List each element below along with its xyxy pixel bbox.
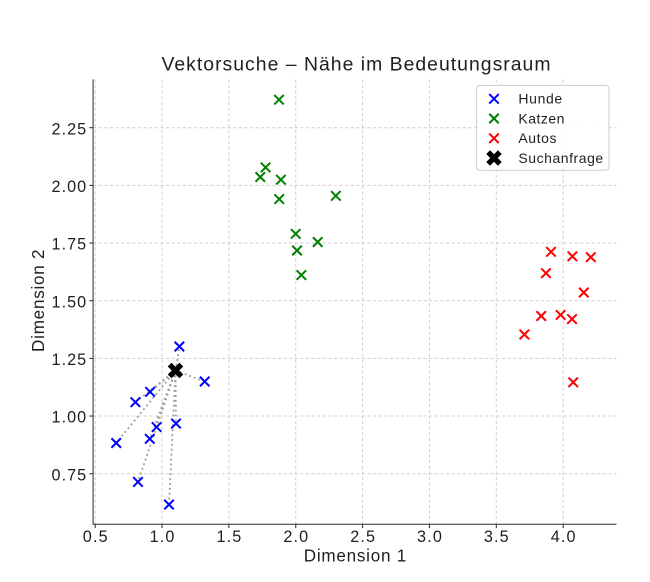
svg-text:4.0: 4.0: [551, 528, 576, 546]
svg-text:0.75: 0.75: [52, 466, 87, 484]
svg-text:3.5: 3.5: [484, 528, 509, 546]
svg-text:Vektorsuche – Nähe im Bedeutun: Vektorsuche – Nähe im Bedeutungsraum: [162, 54, 551, 76]
svg-text:2.25: 2.25: [52, 120, 87, 138]
svg-text:1.5: 1.5: [217, 528, 242, 546]
svg-text:Suchanfrage: Suchanfrage: [518, 150, 603, 166]
svg-text:2.00: 2.00: [52, 178, 87, 196]
svg-text:1.75: 1.75: [52, 236, 87, 254]
svg-text:0.5: 0.5: [83, 528, 108, 546]
svg-text:1.0: 1.0: [150, 528, 175, 546]
svg-text:1.25: 1.25: [52, 351, 87, 369]
svg-text:3.0: 3.0: [417, 528, 442, 546]
svg-text:Autos: Autos: [518, 130, 556, 146]
svg-text:1.50: 1.50: [52, 293, 87, 311]
svg-text:Katzen: Katzen: [518, 110, 564, 126]
svg-text:1.00: 1.00: [52, 409, 87, 427]
svg-text:Dimension 1: Dimension 1: [304, 547, 407, 566]
svg-text:Dimension 2: Dimension 2: [29, 249, 48, 352]
svg-text:2.0: 2.0: [283, 528, 308, 546]
svg-text:Hunde: Hunde: [518, 91, 562, 107]
svg-text:2.5: 2.5: [350, 528, 375, 546]
